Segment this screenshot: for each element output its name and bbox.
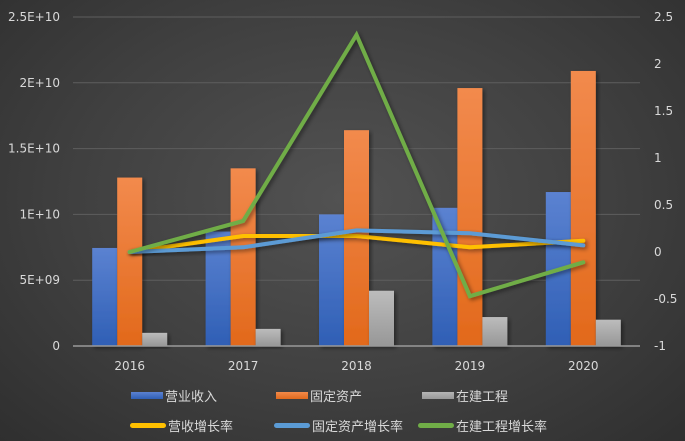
legend-swatch: [422, 392, 454, 399]
legend-item-revenue: 营业收入: [131, 386, 217, 405]
right-axis-tick: 1: [654, 151, 662, 165]
bar: [570, 70, 596, 347]
bar: [117, 177, 143, 346]
x-axis-tick: 2017: [228, 359, 259, 373]
legend-item-construction-growth: 在建工程增长率: [418, 416, 547, 435]
plot-area: 0 5E+09 1E+10 1.5E+10 2E+10 2.5E+10 -1 -0.5 0 0.5…: [8, 10, 677, 373]
legend-swatch: [131, 392, 163, 399]
legend-item-construction: 在建工程: [422, 386, 508, 405]
legend-item-fixed-assets: 固定资产: [276, 386, 362, 405]
right-axis-tick: 1.5: [654, 104, 673, 118]
right-axis-tick: 0: [654, 245, 662, 259]
legend-label: 固定资产增长率: [312, 420, 404, 435]
legend-label: 在建工程: [456, 390, 509, 405]
left-axis-tick: 2E+10: [19, 76, 60, 90]
right-axis-tick: 2.5: [654, 10, 673, 24]
series-line: [127, 228, 586, 254]
bar: [230, 168, 256, 346]
right-axis-tick: 0.5: [654, 198, 673, 212]
legend-label: 营业收入: [165, 390, 218, 405]
left-axis-tick: 0: [52, 339, 60, 353]
right-axis-tick: -0.5: [654, 292, 677, 306]
legend-swatch: [130, 423, 166, 428]
left-axis-tick: 5E+09: [19, 273, 60, 287]
bar: [92, 247, 118, 346]
bar: [369, 290, 394, 346]
legend-label: 营收增长率: [168, 420, 234, 435]
right-axis-tick: 2: [654, 57, 662, 71]
legend-label: 在建工程增长率: [456, 420, 548, 435]
x-axis-tick: 2019: [455, 359, 486, 373]
legend-swatch: [418, 423, 454, 428]
bar: [432, 207, 458, 346]
series-line: [127, 30, 586, 299]
x-axis-tick: 2018: [341, 359, 372, 373]
legend-swatch: [276, 392, 308, 399]
legend-swatch: [274, 423, 310, 428]
x-axis-tick: 2016: [114, 359, 145, 373]
legend-item-fixed-assets-growth: 固定资产增长率: [274, 416, 403, 435]
bar: [255, 328, 281, 346]
bar: [595, 319, 621, 346]
left-axis-tick: 2.5E+10: [8, 10, 60, 24]
bar: [457, 88, 483, 347]
left-axis-tick: 1.5E+10: [8, 142, 60, 156]
right-axis-tick: -1: [654, 339, 666, 353]
series-line: [127, 234, 586, 254]
bar: [142, 332, 168, 346]
x-axis-tick: 2020: [568, 359, 599, 373]
legend-item-revenue-growth: 营收增长率: [130, 416, 233, 435]
bar: [482, 317, 508, 346]
left-axis-tick: 1E+10: [19, 207, 60, 221]
legend-label: 固定资产: [310, 390, 363, 405]
